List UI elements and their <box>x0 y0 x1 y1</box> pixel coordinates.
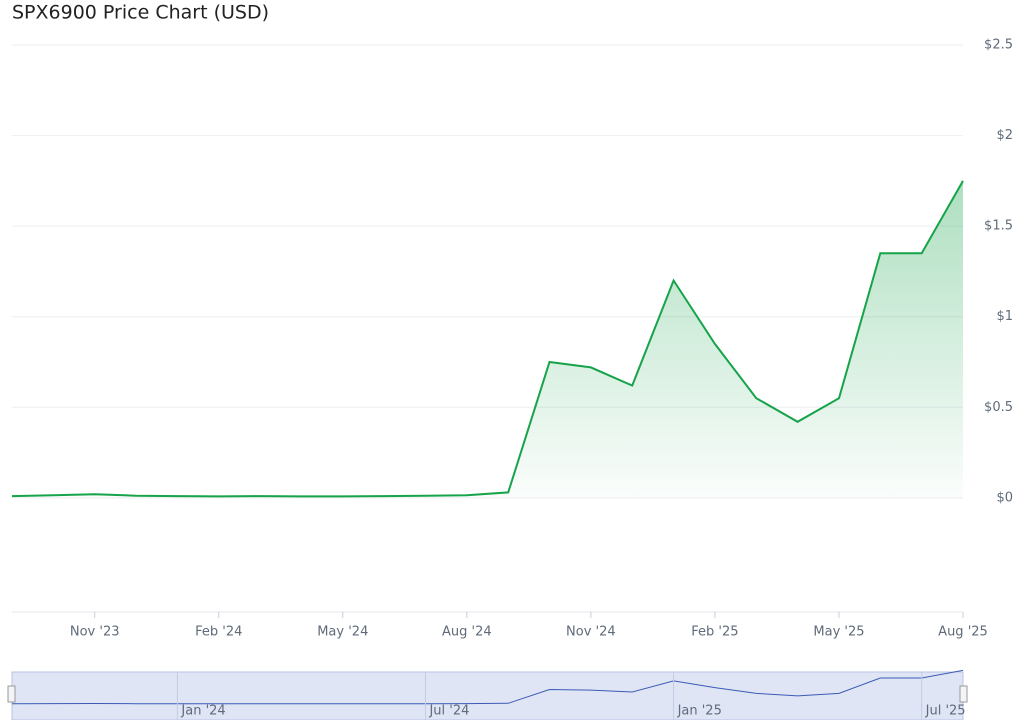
y-tick-label: $0.5 <box>984 400 1013 415</box>
area <box>12 180 963 498</box>
x-tick-label: Nov '24 <box>566 625 616 640</box>
x-tick-label: Aug '25 <box>938 625 988 640</box>
x-tick-label: Aug '24 <box>442 625 492 640</box>
x-tick-label: Nov '23 <box>70 625 120 640</box>
navigator-handle[interactable] <box>7 685 16 703</box>
y-tick-label: $1 <box>996 309 1013 324</box>
navigator-line <box>11 669 964 705</box>
chart-title: SPX6900 Price Chart (USD) <box>12 2 269 24</box>
navigator-label: Jul '25 <box>925 704 966 719</box>
x-tick-label: Feb '24 <box>195 625 242 640</box>
y-tick-label: $2.5 <box>984 38 1013 53</box>
y-tick-label: $1.5 <box>984 219 1013 234</box>
navigator-label: Jan '25 <box>677 704 722 719</box>
x-tick-label: May '24 <box>317 625 368 640</box>
y-tick-label: $0 <box>996 490 1013 505</box>
navigator[interactable] <box>11 671 964 720</box>
navigator-handle[interactable] <box>959 685 968 703</box>
x-tick-label: Feb '25 <box>691 625 738 640</box>
line <box>11 180 964 498</box>
x-tick-label: May '25 <box>813 625 864 640</box>
navigator-label: Jan '24 <box>180 704 225 719</box>
y-tick-label: $2 <box>996 128 1013 143</box>
navigator-label: Jul '24 <box>428 704 469 719</box>
